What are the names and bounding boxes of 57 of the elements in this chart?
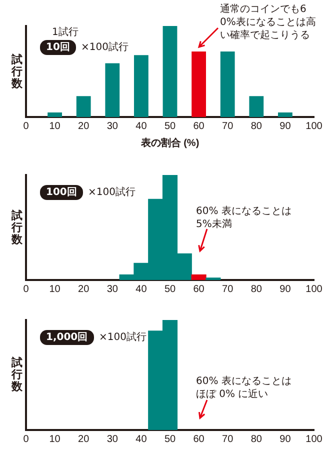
x-tick-label: 50 [164, 434, 176, 445]
x-tick-label: 50 [164, 120, 176, 132]
bar [249, 96, 264, 117]
bar [192, 51, 206, 117]
x-axis-title: 表の割合 (%) [140, 136, 200, 149]
x-tick-label: 80 [250, 120, 262, 132]
y-axis-title: 試行数 [11, 208, 23, 246]
x-tick-label: 0 [23, 434, 30, 445]
x-tick-label: 0 [23, 120, 30, 132]
bar [105, 63, 120, 117]
annotation: 60% 表になることは5%未満 [196, 205, 292, 231]
x-tick-label: 60 [193, 284, 205, 295]
x-tick-label: 20 [78, 120, 90, 132]
x-tick-label: 80 [250, 284, 262, 295]
annotation: 10回 [40, 40, 76, 55]
annotation: 100回 [40, 185, 83, 200]
x-tick-label: 30 [106, 120, 118, 132]
bar [220, 51, 235, 117]
x-tick-label: 40 [136, 434, 148, 445]
bar [134, 55, 148, 117]
x-tick-label: 60 [193, 120, 205, 132]
bar [76, 96, 91, 117]
annotation: ×100試行 [88, 186, 136, 199]
x-tick-label: 40 [136, 120, 148, 132]
x-tick-label: 90 [280, 284, 292, 295]
x-tick-label: 100 [306, 434, 323, 445]
x-tick-label: 30 [106, 434, 118, 445]
annotation: 1,000回 [40, 330, 94, 345]
x-tick-label: 60 [193, 434, 205, 445]
annotation: ×100試行 [99, 331, 146, 344]
x-tick-label: 30 [106, 284, 118, 295]
x-tick-label: 20 [78, 284, 90, 295]
x-tick-label: 20 [78, 434, 90, 445]
bar [191, 274, 206, 280]
annotation: ×100試行 [81, 41, 128, 54]
annotation: 1試行 [52, 26, 78, 39]
y-axis-title: 試行数 [11, 52, 23, 90]
bar [278, 112, 292, 117]
x-tick-label: 10 [49, 284, 61, 295]
x-tick-label: 80 [250, 434, 262, 445]
x-tick-label: 10 [49, 120, 61, 132]
annotation: 通常のコインでも60%表になることは高い確率で起こりうる [220, 3, 317, 42]
annotation: 60% 表になることはほぼ 0% に近い [196, 375, 292, 401]
x-tick-label: 70 [222, 434, 234, 445]
bar [48, 112, 62, 117]
x-tick-label: 90 [280, 434, 292, 445]
x-tick-label: 90 [280, 120, 292, 132]
x-tick-label: 0 [23, 284, 30, 295]
bar [162, 26, 178, 117]
x-tick-label: 10 [49, 434, 61, 445]
x-tick-label: 70 [222, 284, 234, 295]
x-tick-label: 100 [306, 120, 323, 132]
y-axis-title: 試行数 [11, 356, 23, 393]
x-tick-label: 40 [136, 284, 148, 295]
x-tick-label: 100 [306, 284, 323, 295]
x-tick-label: 70 [222, 120, 234, 132]
x-tick-label: 50 [164, 284, 176, 295]
